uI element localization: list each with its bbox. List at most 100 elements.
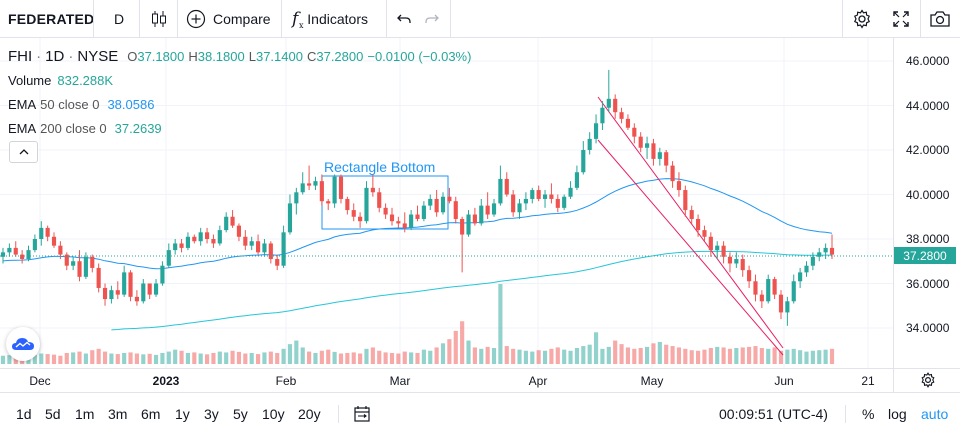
candle-body <box>287 203 293 233</box>
candle-body <box>204 232 210 239</box>
volume-bar <box>96 348 101 364</box>
range-button-3y[interactable]: 3y <box>204 405 219 422</box>
dot-separator: · <box>36 47 42 65</box>
volume-bar <box>307 351 312 364</box>
candle-body <box>517 203 522 213</box>
volume-bar <box>766 348 771 364</box>
ema50-legend[interactable]: EMA 50 close 0 38.0586 <box>8 92 471 116</box>
interval-button[interactable]: D <box>114 0 124 37</box>
candle-body <box>83 256 88 277</box>
volume-bar <box>0 355 6 364</box>
candle-body <box>817 252 822 257</box>
chart-style-button[interactable] <box>150 0 168 37</box>
volume-legend[interactable]: Volume 832.288K <box>8 68 471 92</box>
range-button-6m[interactable]: 6m <box>141 405 161 422</box>
volume-bar <box>440 343 446 364</box>
snapshot-button[interactable] <box>929 0 951 37</box>
candle-body <box>64 254 69 266</box>
volume-bar <box>204 354 210 364</box>
clock[interactable]: 00:09:51 (UTC-4) <box>719 405 828 422</box>
volume-bar <box>708 348 713 364</box>
ema200-legend[interactable]: EMA 200 close 0 37.2639 <box>8 116 471 140</box>
volume-bar <box>657 341 662 364</box>
volume-bar <box>523 350 528 364</box>
range-button-20y[interactable]: 20y <box>298 405 321 422</box>
volume-bar <box>542 350 548 364</box>
candle-body <box>275 259 280 266</box>
volume-bar <box>326 349 331 364</box>
volume-bar <box>511 348 516 364</box>
volume-bar <box>696 350 701 364</box>
dot-separator: · <box>68 47 74 65</box>
undo-button[interactable] <box>396 0 412 37</box>
symbol-legend[interactable]: FHI · 1D · NYSE O 37.1800 H 38.1800 L 37.14… <box>8 44 471 68</box>
candle-body <box>651 143 656 159</box>
range-button-5d[interactable]: 5d <box>45 405 61 422</box>
candle-body <box>593 123 599 139</box>
go-to-date-button[interactable] <box>353 393 371 434</box>
volume-bar <box>460 321 465 364</box>
candle-body <box>300 183 305 193</box>
candle-body <box>472 214 477 224</box>
volume-bar <box>236 351 242 364</box>
candle-body <box>734 259 739 264</box>
auto-toggle[interactable]: auto <box>921 405 949 422</box>
high-value: 38.1800 <box>197 48 245 64</box>
volume-bar <box>530 351 535 364</box>
volume-bar <box>689 350 694 364</box>
redo-icon <box>425 14 439 23</box>
settings-button[interactable] <box>852 0 872 37</box>
percent-toggle[interactable]: % <box>862 405 875 422</box>
candle-body <box>657 152 662 159</box>
rectangle-label[interactable]: Rectangle Bottom <box>324 159 436 175</box>
time-label: May <box>640 374 664 388</box>
volume-bar <box>606 346 611 364</box>
close-label: C <box>306 48 317 64</box>
tradingview-logo[interactable] <box>6 327 40 361</box>
volume-bar <box>574 348 579 364</box>
price-scale[interactable]: 46.0000 44.0000 42.0000 40.0000 38.0000 … <box>893 38 960 368</box>
price-chart[interactable] <box>0 38 893 368</box>
volume-bar <box>638 348 643 364</box>
compare-button[interactable]: Compare <box>186 0 271 37</box>
candle-body <box>415 214 420 219</box>
divider <box>893 369 894 393</box>
volume-bar <box>77 351 82 364</box>
volume-bar <box>721 347 726 364</box>
candle-body <box>383 207 388 215</box>
range-button-1m[interactable]: 1m <box>75 405 95 422</box>
range-button-1y[interactable]: 1y <box>175 405 190 422</box>
volume-bar <box>383 352 388 364</box>
candle-body <box>785 301 790 313</box>
candle-body <box>511 194 516 213</box>
candle-body <box>479 205 484 224</box>
volume-bar <box>562 349 567 364</box>
volume-bar <box>389 352 395 364</box>
volume-bar <box>613 340 618 364</box>
symbol-search-button[interactable]: FEDERATED <box>8 0 94 37</box>
candle-body <box>676 181 682 191</box>
candle-body <box>396 221 401 224</box>
fullscreen-button[interactable] <box>892 0 910 37</box>
scale-settings-button[interactable] <box>920 372 936 393</box>
log-toggle[interactable]: log <box>888 405 907 422</box>
candle-body <box>45 227 50 237</box>
legend-collapse-button[interactable] <box>9 141 38 163</box>
volume-bar <box>683 348 688 364</box>
divider <box>842 0 843 37</box>
candle-body <box>58 245 63 255</box>
range-button-5y[interactable]: 5y <box>233 405 248 422</box>
ema200-value: 37.2639 <box>114 120 162 136</box>
time-axis[interactable]: Dec 2023 Feb Mar Apr May Jun 21 <box>0 368 960 393</box>
volume-bar <box>90 350 95 364</box>
volume-bar <box>817 350 822 364</box>
channel-line-upper[interactable] <box>597 96 784 349</box>
redo-button[interactable] <box>424 0 440 37</box>
range-button-1d[interactable]: 1d <box>16 405 32 422</box>
range-button-10y[interactable]: 10y <box>262 405 285 422</box>
candle-body <box>721 245 726 257</box>
range-button-3m[interactable]: 3m <box>108 405 128 422</box>
high-label: H <box>188 48 198 64</box>
channel-line-lower[interactable] <box>597 139 784 356</box>
